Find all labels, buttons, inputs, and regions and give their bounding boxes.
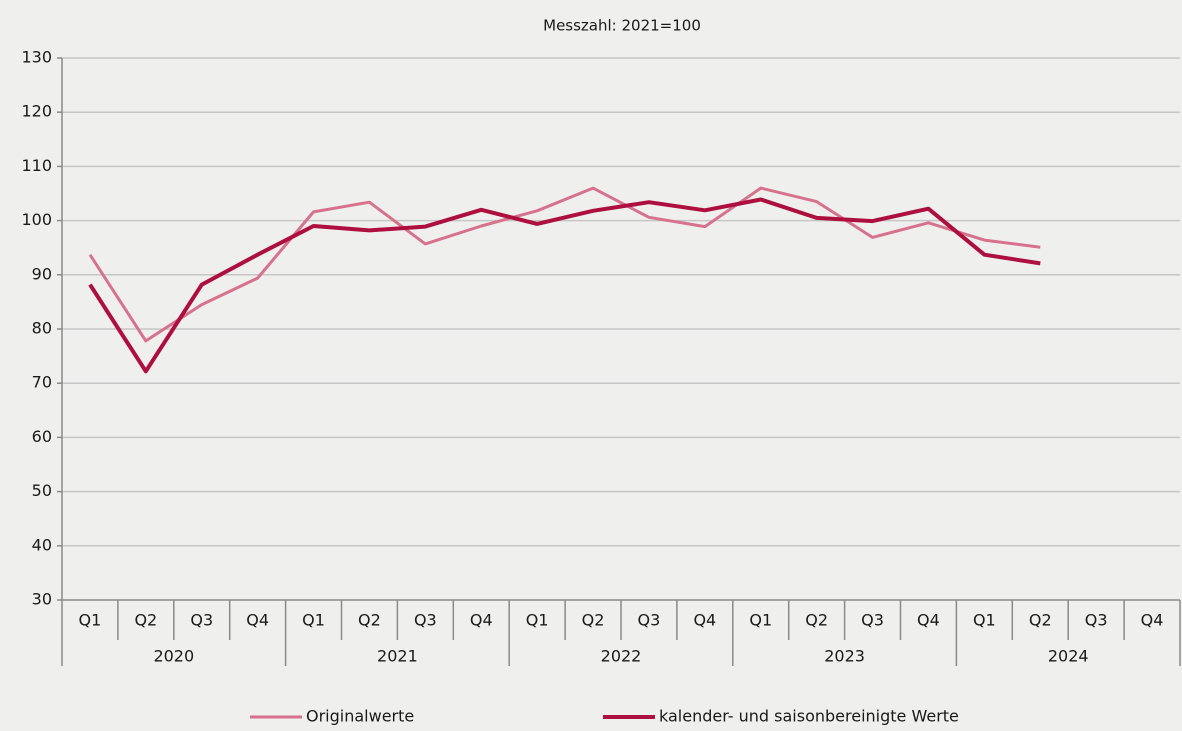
y-tick-label: 70 bbox=[32, 373, 52, 392]
series-line bbox=[88, 197, 1041, 374]
x-tick-label: Q3 bbox=[190, 611, 213, 630]
x-group-label: 2022 bbox=[601, 647, 642, 666]
y-tick-label: 60 bbox=[32, 427, 52, 446]
chart-subtitle: Messzahl: 2021=100 bbox=[543, 17, 701, 35]
x-group-label: 2024 bbox=[1048, 647, 1089, 666]
y-tick-label: 50 bbox=[32, 481, 52, 500]
x-tick-label: Q1 bbox=[302, 611, 325, 630]
x-tick-label: Q3 bbox=[861, 611, 884, 630]
x-tick-label: Q1 bbox=[526, 611, 549, 630]
x-tick-label: Q4 bbox=[470, 611, 493, 630]
x-tick-label: Q2 bbox=[805, 611, 828, 630]
x-tick-label: Q3 bbox=[414, 611, 437, 630]
x-tick-label: Q4 bbox=[917, 611, 940, 630]
y-tick-label: 130 bbox=[21, 48, 52, 67]
x-tick-label: Q2 bbox=[1029, 611, 1052, 630]
x-group-label: 2020 bbox=[153, 647, 194, 666]
legend-label: kalender- und saisonbereinigte Werte bbox=[659, 707, 959, 726]
x-tick-label: Q3 bbox=[1085, 611, 1108, 630]
x-tick-label: Q4 bbox=[1141, 611, 1164, 630]
x-tick-label: Q3 bbox=[638, 611, 661, 630]
series-line bbox=[88, 186, 1041, 343]
x-tick-label: Q1 bbox=[973, 611, 996, 630]
legend-label: Originalwerte bbox=[306, 707, 414, 726]
y-tick-label: 80 bbox=[32, 319, 52, 338]
x-tick-label: Q1 bbox=[79, 611, 102, 630]
x-group-label: 2023 bbox=[824, 647, 865, 666]
y-tick-label: 100 bbox=[21, 210, 52, 229]
y-tick-label: 30 bbox=[32, 590, 52, 609]
x-tick-label: Q2 bbox=[582, 611, 605, 630]
y-tick-label: 110 bbox=[21, 156, 52, 175]
x-tick-label: Q2 bbox=[134, 611, 157, 630]
y-tick-label: 90 bbox=[32, 264, 52, 283]
x-tick-label: Q2 bbox=[358, 611, 381, 630]
x-tick-label: Q4 bbox=[246, 611, 269, 630]
y-tick-label: 40 bbox=[32, 535, 52, 554]
x-tick-label: Q1 bbox=[749, 611, 772, 630]
x-group-label: 2021 bbox=[377, 647, 418, 666]
y-tick-label: 120 bbox=[21, 102, 52, 121]
x-tick-label: Q4 bbox=[693, 611, 716, 630]
